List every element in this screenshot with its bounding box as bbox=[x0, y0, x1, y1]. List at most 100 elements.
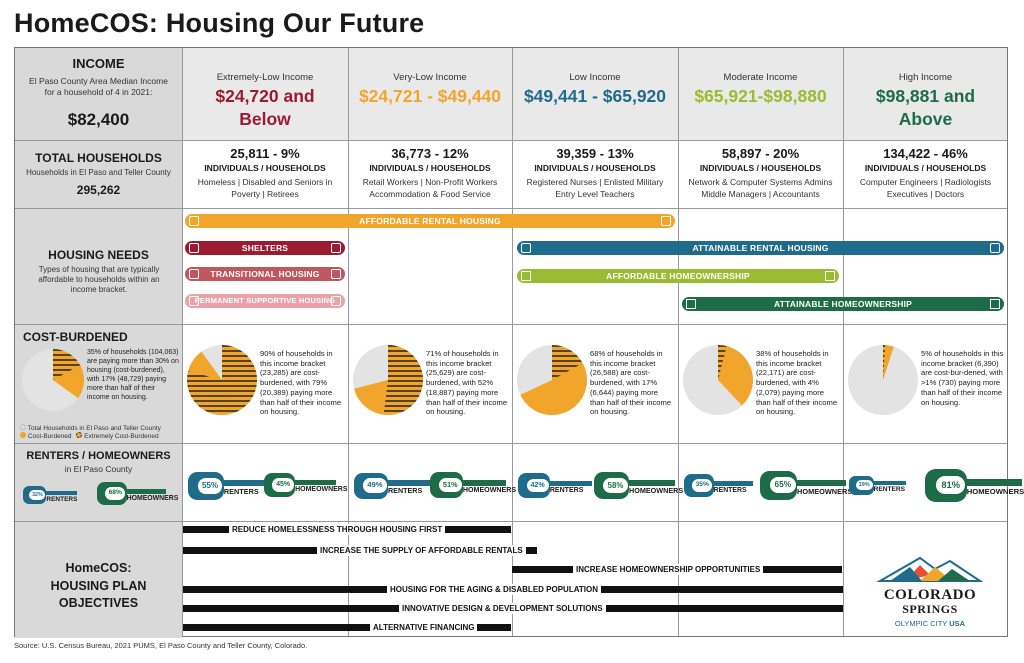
renters-key: 55% RENTERS bbox=[188, 472, 273, 500]
owners-key: 65% HOMEOWNERS bbox=[760, 471, 852, 500]
owners-key: 51% HOMEOWNERS bbox=[430, 472, 516, 498]
renters-heading: RENTERS / HOMEOWNERS bbox=[26, 450, 171, 462]
key-shaft bbox=[795, 479, 846, 486]
source-note: Source: U.S. Census Bureau, 2021 PUMS, E… bbox=[14, 641, 308, 650]
cost-burdened-text: 38% of households in this income bracket… bbox=[756, 349, 838, 417]
logo-tagline-a: OLYMPIC CITY bbox=[894, 619, 950, 629]
home-icon bbox=[521, 271, 531, 281]
household-count: 39,359 - 13% bbox=[556, 146, 634, 161]
objectives-heading-2: HOUSING PLAN bbox=[50, 578, 147, 593]
logo-tagline: OLYMPIC CITY USA bbox=[860, 619, 1000, 628]
logo-tagline-b: USA bbox=[949, 619, 966, 629]
pie-cost-burdened-slice bbox=[354, 345, 423, 415]
income-bracket-name: Very-Low Income bbox=[393, 72, 467, 83]
pie-legend: Total Households in El Paso and Teller C… bbox=[20, 424, 161, 440]
objective-label-homeownership: INCREASE HOMEOWNERSHIP OPPORTUNITIES bbox=[573, 564, 764, 575]
income-bracket-range-1: $24,721 - $49,440 bbox=[358, 86, 502, 106]
income-bracket-name: Moderate Income bbox=[723, 72, 798, 83]
bar-affordable-rental: AFFORDABLE RENTAL HOUSING bbox=[185, 214, 675, 228]
cost-burdened-pie bbox=[353, 345, 423, 415]
household-jobs-1: Retail Workers | Non-Profit Workers bbox=[362, 177, 498, 187]
legend-extreme: Extremely Cost-Burdened bbox=[84, 433, 159, 440]
cost-burdened-pie bbox=[848, 345, 918, 415]
bar-permanent-supportive: PERMANENT SUPPORTIVE HOUSING bbox=[185, 294, 345, 308]
household-jobs-2: Accommodation & Food Service bbox=[369, 189, 491, 199]
key-label: RENTERS bbox=[549, 486, 584, 494]
bar-transitional: TRANSITIONAL HOUSING bbox=[185, 267, 345, 281]
household-count: 36,773 - 12% bbox=[391, 146, 469, 161]
home-icon bbox=[990, 299, 1000, 309]
household-jobs-1: Registered Nurses | Enlisted Military bbox=[526, 177, 664, 187]
pie-cost-burdened-slice bbox=[53, 349, 84, 399]
key-label: HOMEOWNERS bbox=[628, 486, 684, 496]
home-icon bbox=[825, 271, 835, 281]
cost-burdened-heading: COST-BURDENED bbox=[23, 330, 128, 344]
household-jobs-1: Computer Engineers | Radiologists bbox=[859, 177, 992, 187]
key-percent: 65% bbox=[769, 477, 796, 494]
household-count: 25,811 - 9% bbox=[230, 146, 300, 161]
key-percent: 49% bbox=[363, 478, 387, 493]
income-description: El Paso County Area Median Income for a … bbox=[29, 76, 168, 97]
median-income: $82,400 bbox=[67, 110, 130, 129]
key-percent: 51% bbox=[438, 477, 462, 493]
house-icon bbox=[189, 296, 199, 306]
bar-attainable-rental: ATTAINABLE RENTAL HOUSING bbox=[517, 241, 1004, 255]
bar-affordable-homeownership: AFFORDABLE HOMEOWNERSHIP bbox=[517, 269, 839, 283]
building-icon bbox=[521, 243, 531, 253]
summary-pie bbox=[22, 349, 84, 411]
legend-cost: Cost-Burdened bbox=[27, 433, 72, 440]
bar-label: ATTAINABLE HOMEOWNERSHIP bbox=[773, 299, 913, 309]
key-label: HOMEOWNERS bbox=[126, 494, 179, 502]
key-percent: 32% bbox=[29, 489, 46, 501]
households-heading: TOTAL HOUSEHOLDS bbox=[35, 151, 162, 165]
household-jobs-2: Middle Managers | Accountants bbox=[701, 189, 820, 199]
objective-bar-financing bbox=[183, 624, 511, 631]
cost-burdened-text: 90% of households in this income bracket… bbox=[260, 349, 342, 417]
household-unit-label: INDIVIDUALS / HOUSEHOLDS bbox=[534, 163, 656, 173]
objectives-heading-3: OBJECTIVES bbox=[58, 596, 139, 610]
key-percent: 19% bbox=[855, 479, 873, 491]
pie-cost-burdened-slice bbox=[187, 345, 257, 415]
household-count: 58,897 - 20% bbox=[721, 146, 800, 161]
key-shaft bbox=[125, 488, 166, 494]
owners-key: 58% HOMEOWNERS bbox=[594, 471, 683, 499]
house-icon bbox=[331, 296, 341, 306]
key-label: HOMEOWNERS bbox=[966, 487, 1024, 497]
key-percent: 68% bbox=[104, 487, 126, 500]
renters-key: 19% RENTERS bbox=[849, 475, 907, 495]
household-jobs-1: Network & Computer Systems Admins bbox=[688, 177, 833, 187]
key-label: RENTERS bbox=[46, 495, 78, 503]
cost-burdened-pie bbox=[517, 345, 587, 415]
pie-cost-burdened-slice bbox=[883, 345, 894, 380]
income-bracket-name: High Income bbox=[898, 72, 953, 83]
house-icon bbox=[331, 269, 341, 279]
renters-key: 42% RENTERS bbox=[518, 473, 593, 498]
bar-label: PERMANENT SUPPORTIVE HOUSING bbox=[194, 296, 336, 305]
home-icon bbox=[686, 299, 696, 309]
household-unit-label: INDIVIDUALS / HOUSEHOLDS bbox=[699, 163, 822, 173]
key-shaft bbox=[627, 479, 676, 486]
income-bracket-range-1: $49,441 - $65,920 bbox=[523, 86, 667, 106]
household-count: 134,422 - 46% bbox=[883, 146, 968, 161]
income-bracket-range-2: Above bbox=[898, 109, 953, 129]
bar-label: AFFORDABLE RENTAL HOUSING bbox=[359, 216, 501, 226]
cost-burdened-text: 68% of households in this income bracket… bbox=[590, 349, 672, 417]
owners-key: 45% HOMEOWNERS bbox=[264, 473, 348, 497]
cost-burdened-summary: 35% of households (104,063) are paying m… bbox=[87, 349, 179, 401]
infographic-grid: INCOME El Paso County Area Median Income… bbox=[14, 47, 1024, 638]
income-heading: INCOME bbox=[72, 56, 125, 71]
income-bracket-range-1: $24,720 and bbox=[215, 86, 315, 106]
income-bracket-range-1: $65,921-$98,880 bbox=[694, 86, 827, 106]
building-icon bbox=[661, 216, 671, 226]
bar-label: SHELTERS bbox=[241, 243, 289, 253]
objective-label-aging: HOUSING FOR THE AGING & DISABLED POPULAT… bbox=[387, 584, 602, 595]
cost-burdened-text: 71% of households in this income bracket… bbox=[426, 349, 508, 417]
summary-renters-key: 32% RENTERS bbox=[23, 486, 79, 504]
objective-label-rentals: INCREASE THE SUPPLY OF AFFORDABLE RENTAL… bbox=[317, 545, 526, 556]
renters-key: 35% RENTERS bbox=[684, 474, 754, 497]
income-bracket-range-2: Below bbox=[239, 109, 291, 129]
building-icon bbox=[990, 243, 1000, 253]
key-label: RENTERS bbox=[388, 486, 423, 495]
bar-label: AFFORDABLE HOMEOWNERSHIP bbox=[606, 271, 750, 281]
key-label: HOMEOWNERS bbox=[797, 486, 853, 496]
